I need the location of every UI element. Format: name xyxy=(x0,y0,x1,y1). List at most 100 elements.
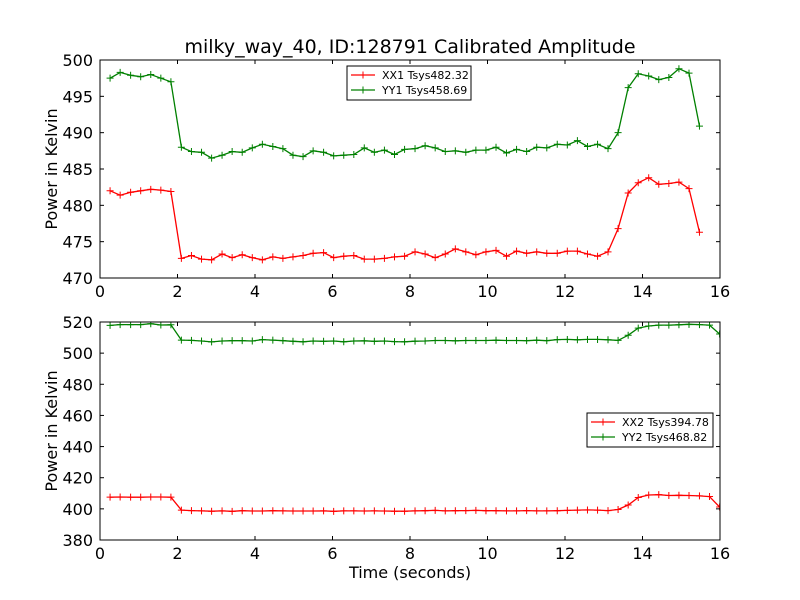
data-point xyxy=(137,73,145,81)
data-point xyxy=(634,179,642,187)
data-point xyxy=(299,251,307,259)
data-point xyxy=(472,251,480,259)
data-point xyxy=(218,337,226,345)
x-tick-label: 16 xyxy=(710,282,730,301)
legend-entry: YY1 Tsys458.69 xyxy=(351,84,467,97)
data-point xyxy=(411,507,419,515)
data-point xyxy=(543,249,551,257)
data-point xyxy=(492,507,500,515)
data-point xyxy=(614,129,622,137)
data-point xyxy=(421,250,429,258)
y-tick-label: 480 xyxy=(62,196,93,215)
data-point xyxy=(340,151,348,159)
chart-title: milky_way_40, ID:128791 Calibrated Ampli… xyxy=(184,36,635,58)
data-point xyxy=(391,150,398,158)
legend-box xyxy=(586,412,714,448)
data-point xyxy=(421,507,429,515)
data-point xyxy=(513,507,521,515)
data-point xyxy=(411,248,419,256)
y-tick-label: 500 xyxy=(62,344,93,363)
x-tick-label: 16 xyxy=(710,544,730,563)
legend-marker xyxy=(599,418,607,426)
series-xx xyxy=(106,174,703,264)
y-tick-label: 470 xyxy=(62,269,93,288)
data-point xyxy=(350,337,358,345)
data-point xyxy=(167,78,175,86)
data-point xyxy=(258,507,266,515)
data-point xyxy=(411,145,419,153)
data-point xyxy=(228,148,236,156)
data-point xyxy=(604,248,612,256)
data-point xyxy=(258,336,266,344)
data-point xyxy=(157,493,165,501)
x-tick-label: 12 xyxy=(555,282,575,301)
data-point xyxy=(320,507,328,515)
data-point xyxy=(116,68,124,76)
data-point xyxy=(309,507,317,515)
data-point xyxy=(157,74,165,82)
data-point xyxy=(685,185,693,193)
data-point xyxy=(553,336,561,344)
data-point xyxy=(330,507,338,515)
data-point xyxy=(441,507,449,515)
data-point xyxy=(665,491,673,499)
data-point xyxy=(238,507,246,515)
legend-entry: XX1 Tsys482.32 xyxy=(351,69,469,82)
data-point xyxy=(563,141,571,149)
data-point xyxy=(208,256,216,264)
data-point xyxy=(563,247,571,255)
data-point xyxy=(523,337,531,345)
data-point xyxy=(380,146,388,154)
x-tick-label: 0 xyxy=(95,282,105,301)
data-point xyxy=(208,507,216,515)
x-tick-label: 2 xyxy=(172,544,182,563)
data-point xyxy=(177,506,185,514)
data-point xyxy=(472,146,480,154)
data-point xyxy=(695,122,703,130)
data-point xyxy=(269,142,277,150)
data-point xyxy=(198,507,206,515)
series-yy xyxy=(106,65,703,162)
data-point xyxy=(563,335,571,343)
data-point xyxy=(543,507,551,515)
data-point xyxy=(706,493,714,501)
data-point xyxy=(624,84,632,92)
legend-label: XX1 Tsys482.32 xyxy=(382,69,469,82)
data-point xyxy=(106,322,114,329)
data-point xyxy=(289,253,297,261)
data-point xyxy=(330,254,338,262)
data-point xyxy=(258,256,266,264)
legend-label: YY2 Tsys468.82 xyxy=(621,431,707,444)
data-point xyxy=(279,145,287,153)
data-point xyxy=(594,506,602,514)
x-tick-label: 10 xyxy=(477,544,497,563)
data-point xyxy=(177,336,185,344)
series-xx xyxy=(106,491,720,515)
x-tick-label: 4 xyxy=(250,282,260,301)
data-point xyxy=(645,491,653,499)
data-point xyxy=(228,507,236,515)
y-tick-label: 485 xyxy=(62,160,93,179)
y-tick-label: 440 xyxy=(62,438,93,457)
legend-entry: YY2 Tsys468.82 xyxy=(591,431,707,444)
data-point xyxy=(147,71,155,79)
data-point xyxy=(513,247,521,255)
data-point xyxy=(502,337,510,345)
data-point xyxy=(604,145,612,153)
data-point xyxy=(289,337,297,345)
data-point xyxy=(279,254,287,262)
data-point xyxy=(198,337,206,345)
data-point xyxy=(127,188,135,196)
data-point xyxy=(269,507,277,515)
data-point xyxy=(106,74,114,82)
data-point xyxy=(675,491,683,499)
data-point xyxy=(248,254,256,262)
data-point xyxy=(340,252,348,260)
data-point xyxy=(320,249,328,257)
x-tick-label: 4 xyxy=(250,544,260,563)
data-point xyxy=(513,145,521,153)
data-point xyxy=(116,191,124,199)
y-tick-label: 490 xyxy=(62,124,93,143)
data-point xyxy=(380,507,388,515)
data-point xyxy=(482,507,490,515)
